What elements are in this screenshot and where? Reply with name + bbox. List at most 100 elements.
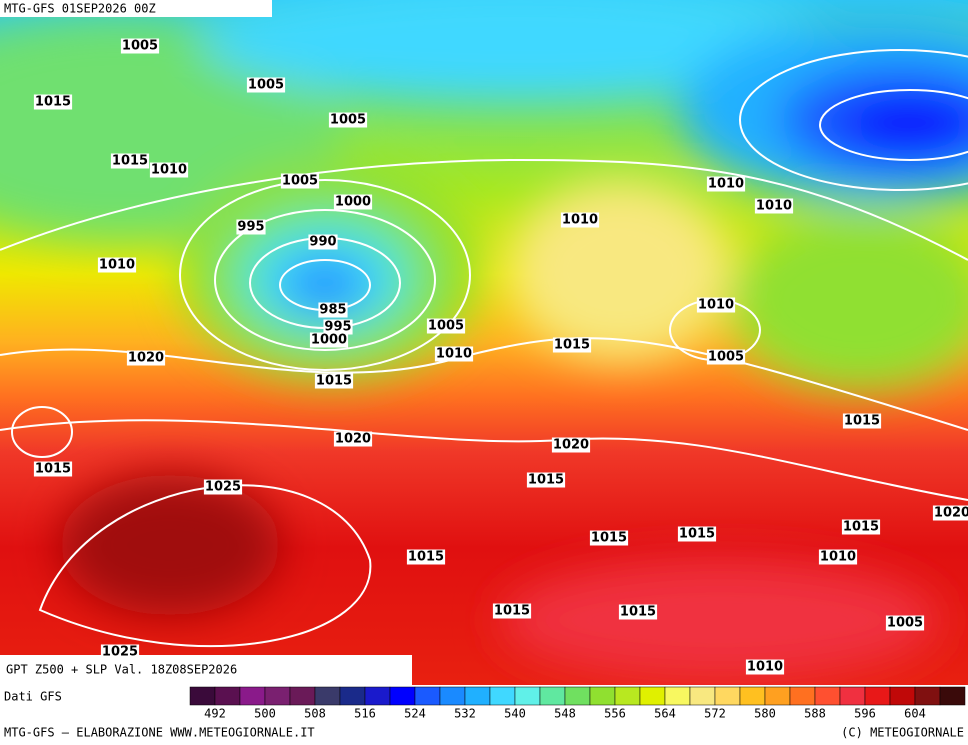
map-title: GPT Z500 + SLP Val. 18Z08SEP2026 — [6, 663, 237, 677]
label-box — [328, 112, 368, 128]
isobar-label: 1010 — [151, 163, 187, 178]
isobar-label: 1005 — [282, 174, 318, 189]
color-swatch — [789, 686, 816, 706]
label-box — [314, 373, 354, 389]
isobar-label: 1010 — [820, 550, 856, 565]
color-swatch — [339, 686, 366, 706]
color-swatch — [514, 686, 541, 706]
label-box — [126, 350, 166, 366]
data-source: Dati GFS — [4, 690, 62, 704]
label-box — [280, 173, 320, 189]
isobar-label: 1015 — [679, 527, 715, 542]
color-swatch — [264, 686, 291, 706]
label-box — [100, 644, 140, 660]
color-swatch — [564, 686, 591, 706]
isobar-label: 1015 — [843, 520, 879, 535]
label-box — [932, 505, 968, 521]
label-box — [110, 153, 150, 169]
label-box — [551, 437, 591, 453]
color-swatch — [439, 686, 466, 706]
isobar-label: 990 — [309, 235, 336, 250]
label-box — [434, 346, 474, 362]
isobar-label: 1020 — [128, 351, 164, 366]
run-label: MTG-GFS 01SEP2026 00Z — [4, 2, 156, 16]
copyright: (C) METEOGIORNALE — [841, 726, 964, 740]
colorbar-tick-label: 500 — [254, 707, 276, 721]
label-box — [706, 176, 746, 192]
label-box — [97, 257, 137, 273]
label-box — [149, 162, 189, 178]
colorbar-tick-label: 492 — [204, 707, 226, 721]
color-swatch — [939, 686, 966, 706]
isobar-label: 1000 — [335, 195, 371, 210]
color-swatch — [764, 686, 791, 706]
colorbar-tick-label: 532 — [454, 707, 476, 721]
label-box — [841, 519, 881, 535]
isobar-label: 1010 — [436, 347, 472, 362]
color-swatch — [639, 686, 666, 706]
isobar-label: 1025 — [102, 645, 138, 660]
isobar-label: 1015 — [408, 550, 444, 565]
color-swatch — [414, 686, 441, 706]
header-box — [0, 0, 272, 17]
label-box — [754, 198, 794, 214]
colorbar-tick-label: 572 — [704, 707, 726, 721]
isobar-label: 1005 — [248, 78, 284, 93]
isobar-label: 1020 — [335, 432, 371, 447]
label-box — [552, 337, 592, 353]
isobar-label: 1005 — [330, 113, 366, 128]
colorbar-tick-label: 516 — [354, 707, 376, 721]
colorbar-tick-label: 596 — [854, 707, 876, 721]
label-box — [33, 94, 73, 110]
label-box — [120, 38, 160, 54]
colorbar-tick-label: 604 — [904, 707, 926, 721]
label-box — [618, 604, 658, 620]
label-box — [426, 318, 466, 334]
label-box — [745, 659, 785, 675]
colorbar-tick-label: 524 — [404, 707, 426, 721]
label-box — [492, 603, 532, 619]
isobar-label: 1015 — [35, 462, 71, 477]
label-box — [309, 332, 349, 348]
color-swatch — [314, 686, 341, 706]
isobar-label: 1015 — [620, 605, 656, 620]
color-swatch — [489, 686, 516, 706]
isobar-label: 1000 — [311, 333, 347, 348]
color-swatch — [864, 686, 891, 706]
color-swatch — [364, 686, 391, 706]
isobar-label: 1015 — [112, 154, 148, 169]
color-swatch — [814, 686, 841, 706]
isobar-label: 995 — [237, 220, 264, 235]
color-swatch — [464, 686, 491, 706]
color-swatch — [289, 686, 316, 706]
label-box — [706, 349, 746, 365]
label-box — [33, 461, 73, 477]
isobar-label: 1015 — [494, 604, 530, 619]
color-swatch — [689, 686, 716, 706]
label-box — [818, 549, 858, 565]
label-box — [333, 194, 373, 210]
colorbar-tick-label: 588 — [804, 707, 826, 721]
credit: MTG-GFS — ELABORAZIONE WWW.METEOGIORNALE… — [4, 726, 315, 740]
title-box — [0, 655, 412, 685]
label-box — [696, 297, 736, 313]
colorbar-tick-label: 556 — [604, 707, 626, 721]
isobar-label: 1005 — [428, 319, 464, 334]
isobar-label: 1010 — [756, 199, 792, 214]
color-swatch — [189, 686, 216, 706]
color-swatch — [739, 686, 766, 706]
label-box — [526, 472, 566, 488]
isobar-label: 1015 — [591, 531, 627, 546]
isobar-label: 985 — [319, 303, 346, 318]
label-box — [308, 234, 338, 250]
label-box — [203, 479, 243, 495]
isobar-label: 1010 — [747, 660, 783, 675]
label-box — [323, 319, 353, 335]
isobar-label: 1010 — [698, 298, 734, 313]
label-box — [885, 615, 925, 631]
colorbar-tick-label: 548 — [554, 707, 576, 721]
color-swatch — [589, 686, 616, 706]
isobar-label: 1005 — [887, 616, 923, 631]
isobar-label: 1015 — [554, 338, 590, 353]
